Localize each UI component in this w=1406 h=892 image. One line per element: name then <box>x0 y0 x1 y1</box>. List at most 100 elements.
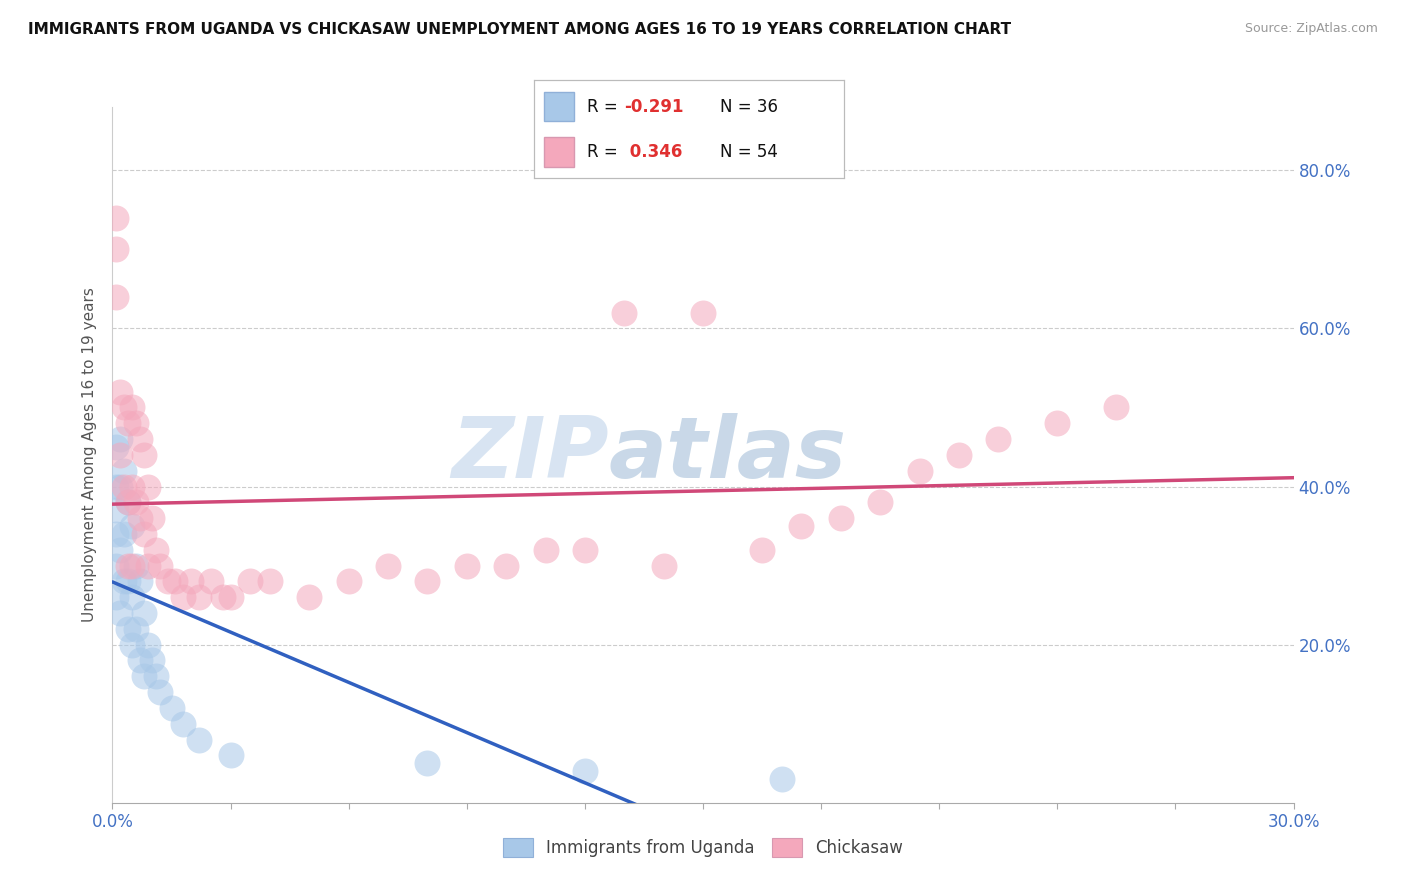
Point <box>121 558 143 573</box>
Point <box>110 384 132 399</box>
Point <box>770 772 793 786</box>
Point <box>105 503 128 517</box>
Point <box>165 574 187 589</box>
Point <box>105 591 128 605</box>
Text: IMMIGRANTS FROM UGANDA VS CHICKASAW UNEMPLOYMENT AMONG AGES 16 TO 19 YEARS CORRE: IMMIGRANTS FROM UGANDA VS CHICKASAW UNEM… <box>28 22 1011 37</box>
Point <box>652 558 675 573</box>
Point <box>121 479 143 493</box>
Point <box>112 464 135 478</box>
Point <box>219 748 242 763</box>
Point <box>534 542 557 557</box>
Legend: Immigrants from Uganda, Chickasaw: Immigrants from Uganda, Chickasaw <box>496 831 910 864</box>
Point <box>129 574 152 589</box>
Point <box>105 479 128 493</box>
Point <box>105 290 128 304</box>
Point <box>110 448 132 462</box>
Point <box>117 574 139 589</box>
Point <box>141 653 163 667</box>
Point <box>117 495 139 509</box>
Point <box>105 558 128 573</box>
Point <box>105 527 128 541</box>
Point <box>613 305 636 319</box>
Point <box>110 606 132 620</box>
Point <box>377 558 399 573</box>
Point <box>948 448 970 462</box>
Point <box>692 305 714 319</box>
Text: ZIP: ZIP <box>451 413 609 497</box>
Point <box>121 519 143 533</box>
Point <box>790 519 813 533</box>
Point <box>136 558 159 573</box>
Point <box>112 527 135 541</box>
Point <box>149 558 172 573</box>
Point <box>112 574 135 589</box>
Point <box>141 511 163 525</box>
Point <box>987 432 1010 446</box>
Point <box>117 495 139 509</box>
Point <box>110 479 132 493</box>
Text: Source: ZipAtlas.com: Source: ZipAtlas.com <box>1244 22 1378 36</box>
Bar <box>544 92 575 121</box>
Bar <box>544 137 575 167</box>
Point <box>125 495 148 509</box>
Point <box>125 622 148 636</box>
Point <box>200 574 222 589</box>
Point <box>132 606 155 620</box>
Point <box>105 243 128 257</box>
Text: -0.291: -0.291 <box>624 98 683 116</box>
Point <box>129 653 152 667</box>
Point <box>112 401 135 415</box>
Point <box>117 622 139 636</box>
Point <box>830 511 852 525</box>
Point <box>259 574 281 589</box>
Point <box>172 591 194 605</box>
Point <box>121 638 143 652</box>
Point <box>125 417 148 431</box>
Point <box>105 440 128 454</box>
Text: N = 36: N = 36 <box>720 98 778 116</box>
Point <box>337 574 360 589</box>
Point <box>121 401 143 415</box>
Point <box>117 558 139 573</box>
Point <box>751 542 773 557</box>
Point <box>574 542 596 557</box>
Point <box>1105 401 1128 415</box>
Text: R =: R = <box>586 143 623 161</box>
Point <box>156 574 179 589</box>
Point <box>1046 417 1069 431</box>
Point <box>125 558 148 573</box>
Point <box>145 542 167 557</box>
Point <box>160 701 183 715</box>
Point <box>495 558 517 573</box>
Text: R =: R = <box>586 98 623 116</box>
Point <box>110 542 132 557</box>
Point <box>132 527 155 541</box>
Point <box>132 669 155 683</box>
Point <box>149 685 172 699</box>
Point <box>456 558 478 573</box>
Point <box>180 574 202 589</box>
Point <box>239 574 262 589</box>
Point <box>416 756 439 771</box>
Point <box>172 716 194 731</box>
Y-axis label: Unemployment Among Ages 16 to 19 years: Unemployment Among Ages 16 to 19 years <box>82 287 97 623</box>
Point <box>211 591 233 605</box>
Point <box>121 591 143 605</box>
Point <box>117 417 139 431</box>
Point <box>112 479 135 493</box>
Point <box>869 495 891 509</box>
Point <box>298 591 321 605</box>
Point <box>145 669 167 683</box>
Text: N = 54: N = 54 <box>720 143 778 161</box>
Point <box>136 638 159 652</box>
Point <box>188 591 211 605</box>
Point <box>129 432 152 446</box>
Point <box>132 448 155 462</box>
Text: atlas: atlas <box>609 413 846 497</box>
Point <box>908 464 931 478</box>
Point <box>219 591 242 605</box>
Point <box>105 211 128 225</box>
Point <box>416 574 439 589</box>
Point <box>188 732 211 747</box>
Text: 0.346: 0.346 <box>624 143 682 161</box>
